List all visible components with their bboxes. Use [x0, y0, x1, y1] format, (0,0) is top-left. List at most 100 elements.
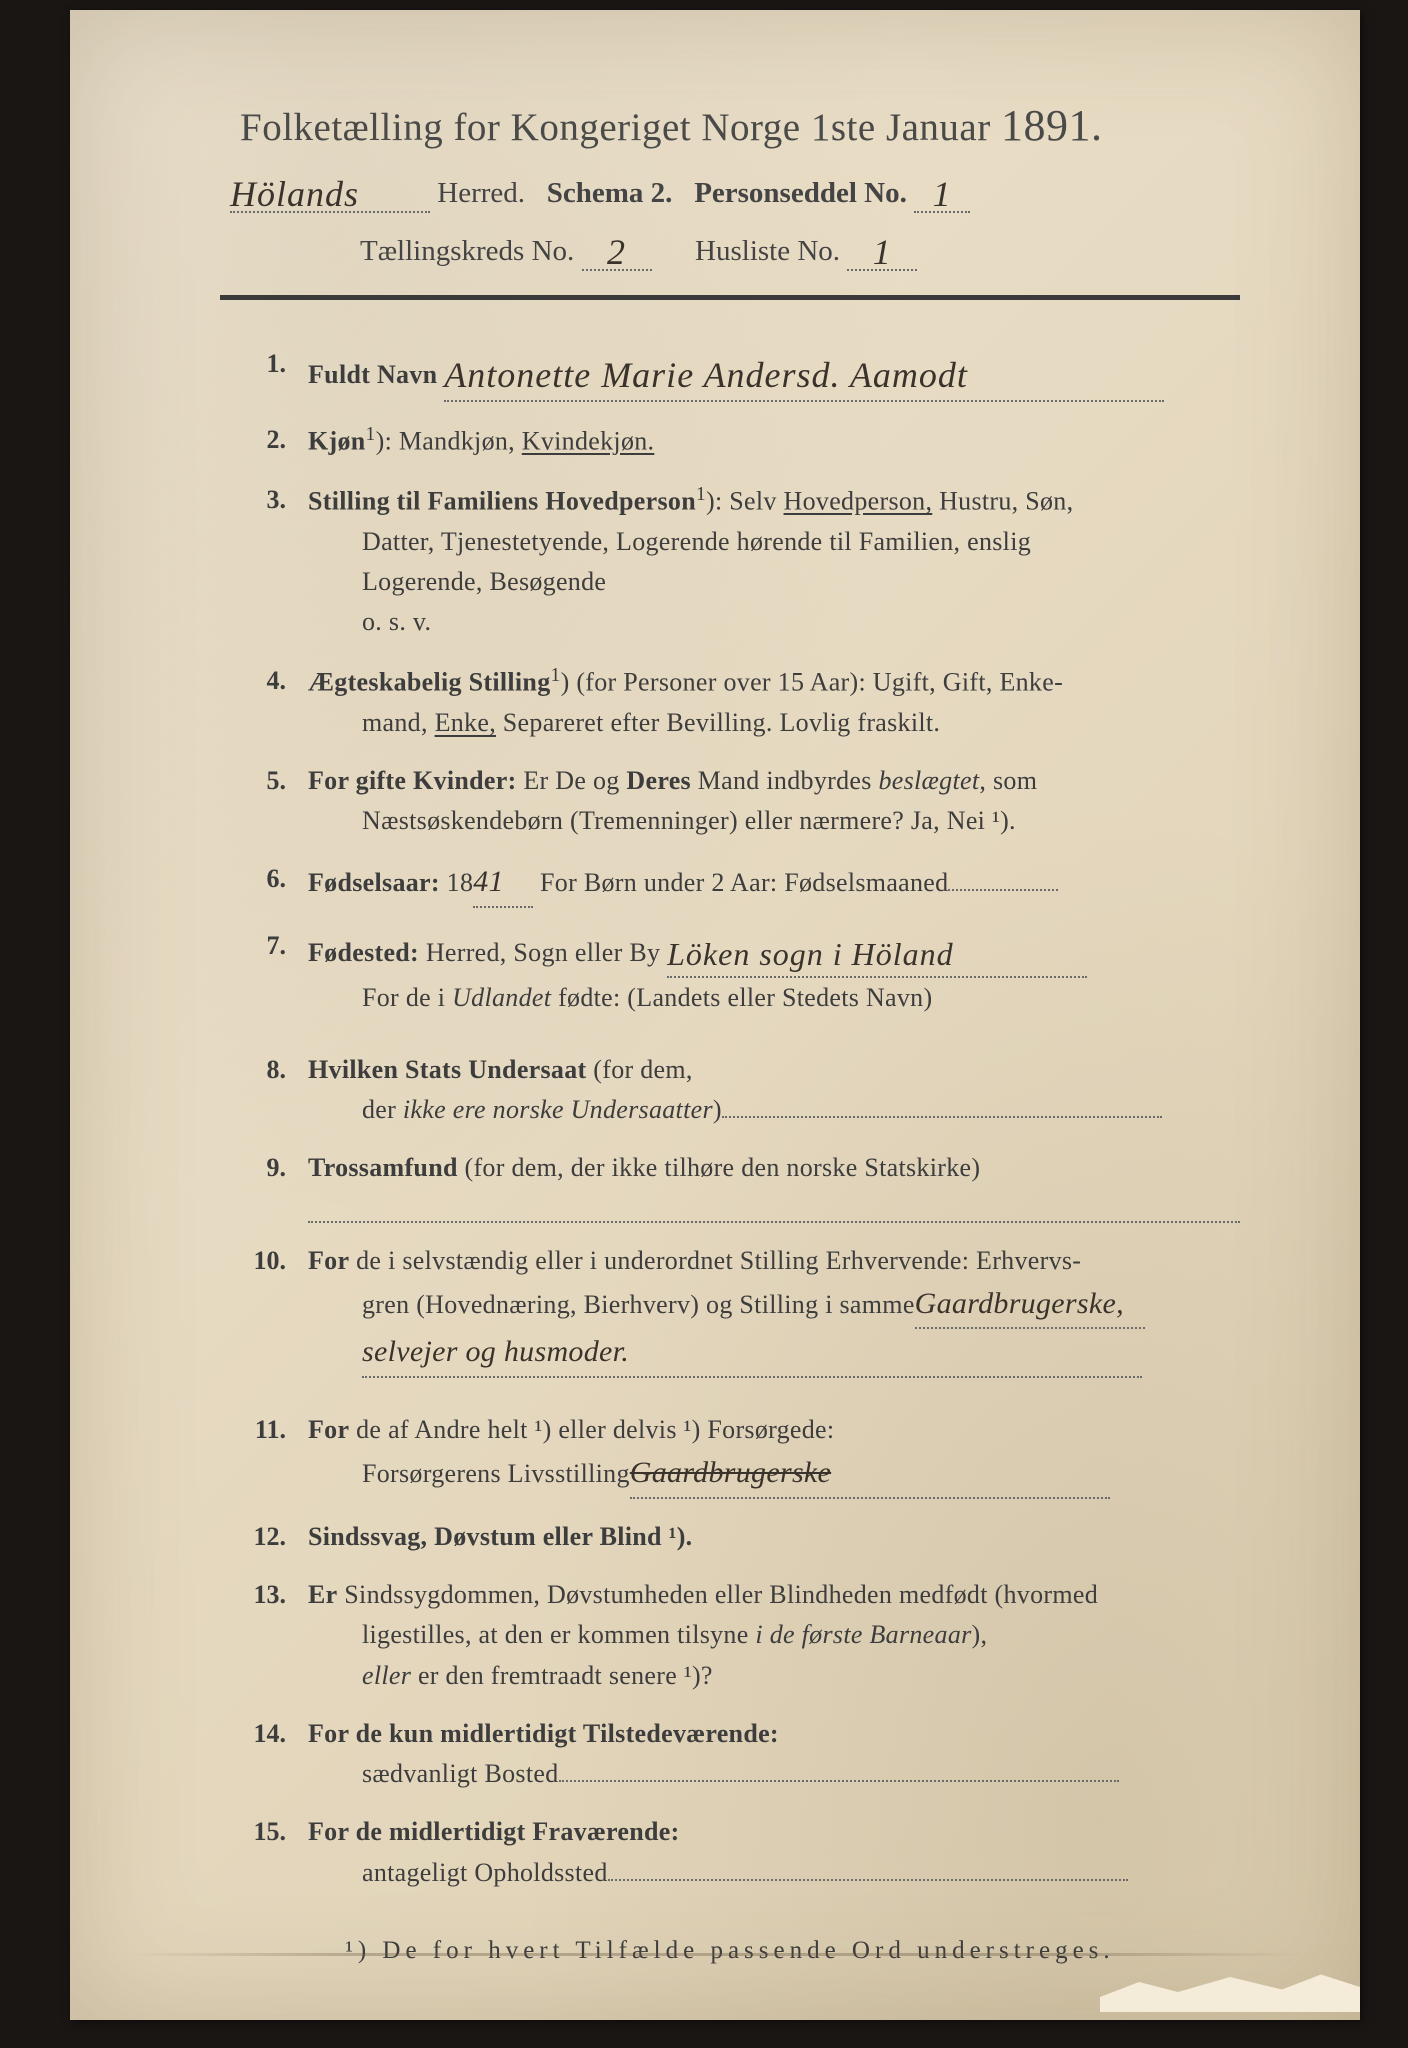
q5-label: For gifte Kvinder:	[308, 766, 517, 795]
num-15: 15.	[240, 1812, 308, 1893]
q11-line2: Forsørgerens LivsstillingGaardbrugerske	[308, 1450, 1240, 1499]
personseddel-no-field: 1	[914, 169, 970, 213]
num-11: 11.	[240, 1410, 308, 1499]
q2-rest: ): Mandkjøn,	[376, 426, 522, 455]
item-12: 12. Sindssvag, Døvstum eller Blind ¹).	[240, 1517, 1240, 1557]
herred-label: Herred.	[437, 177, 525, 209]
q4-underlined: Enke,	[435, 708, 496, 737]
q14-label: For de kun midlertidigt Tilstedeværende:	[308, 1719, 779, 1748]
q10-hand2: selvejer og husmoder.	[362, 1335, 629, 1368]
num-2: 2.	[240, 420, 308, 462]
item-1: 1. Fuldt Navn Antonette Marie Andersd. A…	[240, 344, 1240, 402]
q13-cont2: eller er den fremtraadt senere ¹)?	[308, 1656, 1240, 1696]
q5-rest: Er De og Deres Mand indbyrdes beslægtet,…	[517, 766, 1038, 795]
q10-line3: selvejer og husmoder.	[308, 1329, 1240, 1378]
body-8: Hvilken Stats Undersaat (for dem, der ik…	[308, 1050, 1240, 1131]
q13-cont1: ligestilles, at den er kommen tilsyne i …	[308, 1615, 1240, 1655]
header-line-2: Hölands Herred. Schema 2. Personseddel N…	[230, 169, 1240, 213]
personseddel-no: 1	[933, 173, 952, 215]
body-14: For de kun midlertidigt Tilstedeværende:…	[308, 1714, 1240, 1795]
body-5: For gifte Kvinder: Er De og Deres Mand i…	[308, 761, 1240, 842]
birthplace-hand: Löken sogn i Höland	[667, 930, 954, 980]
body-1: Fuldt Navn Antonette Marie Andersd. Aamo…	[308, 344, 1240, 402]
body-15: For de midlertidigt Fraværende: antageli…	[308, 1812, 1240, 1893]
num-12: 12.	[240, 1517, 308, 1557]
q4-cont: mand, Enke, Separeret efter Bevilling. L…	[308, 703, 1240, 743]
body-3: Stilling til Familiens Hovedperson1): Se…	[308, 480, 1240, 643]
q11-hand-strike: Gaardbrugerske	[630, 1456, 831, 1489]
q3-cont2: Logerende, Besøgende	[308, 562, 1240, 602]
item-9: 9. Trossamfund (for dem, der ikke tilhør…	[240, 1148, 1240, 1222]
num-7: 7.	[240, 926, 308, 1018]
item-10: 10. For de i selvstændig eller i underor…	[240, 1241, 1240, 1378]
q3-cont1: Datter, Tjenestetyende, Logerende hørend…	[308, 522, 1240, 562]
q1-label: Fuldt Navn	[308, 360, 437, 389]
body-4: Ægteskabelig Stilling1) (for Personer ov…	[308, 661, 1240, 743]
body-6: Fødselsaar: 1841 For Børn under 2 Aar: F…	[308, 859, 1240, 908]
q8-rest: (for dem,	[586, 1055, 692, 1084]
item-11: 11. For de af Andre helt ¹) eller delvis…	[240, 1410, 1240, 1499]
q3-label: Stilling til Familiens Hovedperson	[308, 486, 696, 515]
kreds-label: Tællingskreds No.	[360, 235, 574, 267]
q10-line2: gren (Hovednæring, Bierhverv) og Stillin…	[308, 1281, 1240, 1330]
q10-cont-a: gren (Hovednæring, Bierhverv) og Stillin…	[362, 1290, 915, 1319]
personseddel-label: Personseddel No.	[694, 177, 907, 209]
q15-label: For de midlertidigt Fraværende:	[308, 1817, 680, 1846]
num-8: 8.	[240, 1050, 308, 1131]
q10-field1: Gaardbrugerske,	[915, 1281, 1145, 1330]
q8-cont: der ikke ere norske Undersaatter)	[308, 1090, 1240, 1130]
herred-handwriting: Hölands	[230, 173, 359, 215]
q7-a: Herred, Sogn eller By	[419, 938, 660, 967]
num-10: 10.	[240, 1241, 308, 1378]
item-4: 4. Ægteskabelig Stilling1) (for Personer…	[240, 661, 1240, 743]
q8-cont-text: der ikke ere norske Undersaatter)	[362, 1095, 722, 1124]
item-6: 6. Fødselsaar: 1841 For Børn under 2 Aar…	[240, 859, 1240, 908]
q3-rest-b: Hustru, Søn,	[932, 486, 1073, 515]
q2-underlined: Kvindekjøn.	[522, 426, 655, 455]
body-12: Sindssvag, Døvstum eller Blind ¹).	[308, 1517, 1240, 1557]
census-form-paper: Folketælling for Kongeriget Norge 1ste J…	[70, 10, 1360, 2020]
item-8: 8. Hvilken Stats Undersaat (for dem, der…	[240, 1050, 1240, 1131]
q10-hand1: Gaardbrugerske,	[915, 1287, 1124, 1320]
q2-label: Kjøn	[308, 426, 366, 455]
body-2: Kjøn1): Mandkjøn, Kvindekjøn.	[308, 420, 1240, 462]
num-4: 4.	[240, 661, 308, 743]
birthmonth-field	[948, 889, 1058, 891]
birthyear-hand: 41	[473, 865, 504, 898]
q10-field2: selvejer og husmoder.	[362, 1329, 1142, 1378]
num-6: 6.	[240, 859, 308, 908]
q15-cont: antageligt Opholdssted	[362, 1858, 608, 1887]
q11-label: For	[308, 1415, 349, 1444]
q3-rest-a: ): Selv	[706, 486, 784, 515]
q15-line2: antageligt Opholdssted	[308, 1853, 1240, 1893]
herred-field: Hölands	[230, 169, 430, 213]
item-15: 15. For de midlertidigt Fraværende: anta…	[240, 1812, 1240, 1893]
q11-cont-a: Forsørgerens Livsstilling	[362, 1459, 630, 1488]
q4-cont-a: mand,	[362, 708, 435, 737]
q15-field	[608, 1879, 1128, 1881]
q14-cont: sædvanligt Bosted	[362, 1759, 559, 1788]
kreds-no-field: 2	[582, 227, 652, 271]
form-content: Folketælling for Kongeriget Norge 1ste J…	[70, 10, 1360, 2005]
question-list: 1. Fuldt Navn Antonette Marie Andersd. A…	[220, 344, 1240, 1893]
body-7: Fødested: Herred, Sogn eller By Löken so…	[308, 926, 1240, 1018]
q12-label: Sindssvag, Døvstum eller Blind ¹).	[308, 1522, 692, 1551]
q13-label: Er	[308, 1580, 337, 1609]
q13-rest: Sindssygdommen, Døvstumheden eller Blind…	[337, 1580, 1098, 1609]
q4-rest-a: ) (for Personer over 15 Aar): Ugift, Gif…	[561, 667, 1063, 696]
q9-label: Trossamfund	[308, 1153, 458, 1182]
header-line-3: Tællingskreds No. 2 Husliste No. 1	[360, 227, 1240, 271]
body-9: Trossamfund (for dem, der ikke tilhøre d…	[308, 1148, 1240, 1222]
q10-rest: de i selvstændig eller i underordnet Sti…	[349, 1246, 1081, 1275]
q11-rest: de af Andre helt ¹) eller delvis ¹) Fors…	[349, 1415, 834, 1444]
q9-field	[308, 1189, 1240, 1223]
title-year: 1891.	[1001, 101, 1103, 150]
kreds-no: 2	[607, 231, 626, 273]
item-13: 13. Er Sindssygdommen, Døvstumheden elle…	[240, 1575, 1240, 1696]
name-field: Antonette Marie Andersd. Aamodt	[444, 344, 1164, 402]
footnote: ¹) De for hvert Tilfælde passende Ord un…	[220, 1937, 1240, 1965]
q14-line2: sædvanligt Bosted	[308, 1754, 1240, 1794]
husliste-no-field: 1	[847, 227, 917, 271]
q6-a: 18	[440, 868, 473, 897]
num-5: 5.	[240, 761, 308, 842]
